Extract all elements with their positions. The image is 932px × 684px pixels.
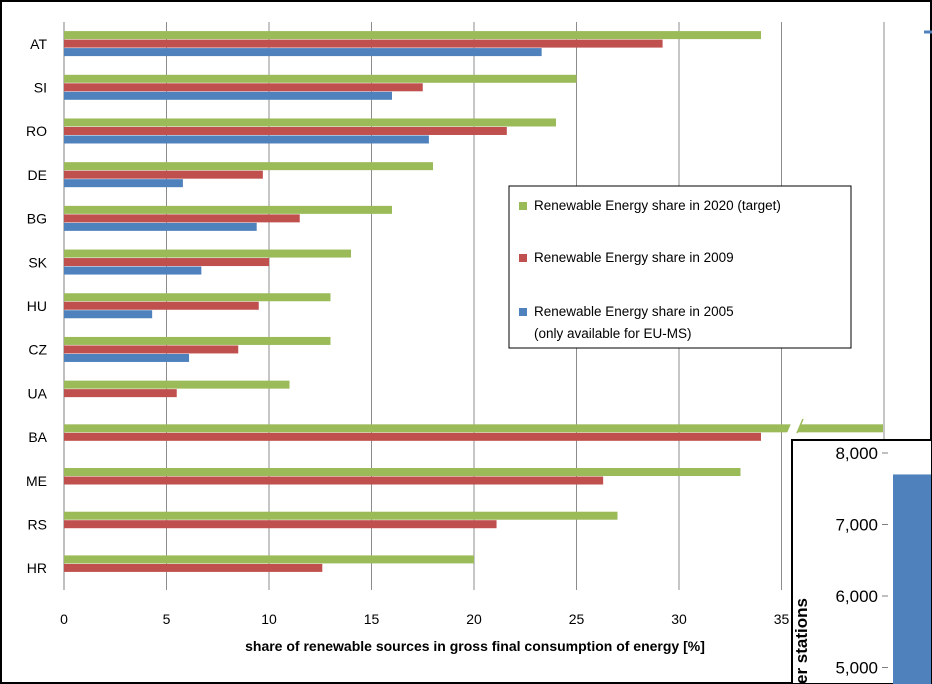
- bar-UA-0: [64, 380, 290, 389]
- category-label: CZ: [28, 342, 47, 358]
- bar-DE-2: [64, 179, 183, 188]
- category-label: HR: [27, 560, 47, 576]
- bar-SK-0: [64, 249, 351, 258]
- inset-chart: 8,000 7,000 6,000 5,000 er stations: [791, 439, 932, 684]
- inset-y-tick-labels: 8,000 7,000 6,000 5,000: [835, 444, 888, 678]
- legend-label: Renewable Energy share in 2009: [534, 250, 734, 265]
- bar-ME-0: [64, 468, 741, 477]
- x-tick-label: 0: [60, 611, 68, 627]
- bar-HU-1: [64, 301, 259, 310]
- bars: [64, 31, 883, 572]
- bar-BA-0: [64, 424, 883, 433]
- category-label: RS: [28, 516, 47, 532]
- bar-HU-0: [64, 293, 331, 302]
- bar-DE-0: [64, 162, 433, 171]
- bar-AT-1: [64, 39, 663, 48]
- x-tick-label: 10: [261, 611, 277, 627]
- category-labels: AT SI RO DE BG SK HU CZ UA BA ME RS HR: [26, 36, 48, 576]
- bar-RO-0: [64, 118, 556, 127]
- category-label: SK: [28, 254, 47, 270]
- x-tick-label: 35: [774, 611, 790, 627]
- category-label: RO: [26, 123, 47, 139]
- legend-swatch: [519, 308, 527, 316]
- legend-swatch: [519, 254, 527, 262]
- bar-CZ-0: [64, 336, 331, 345]
- bar-SI-1: [64, 83, 423, 92]
- inset-y-tick-label: 7,000: [835, 516, 878, 535]
- bar-RS-1: [64, 520, 497, 529]
- inset-bar: [893, 474, 931, 684]
- x-tick-label: 25: [569, 611, 585, 627]
- bar-RO-1: [64, 126, 507, 135]
- inset-y-tick-label: 8,000: [835, 444, 878, 463]
- renewable-share-chart: AT SI RO DE BG SK HU CZ UA BA ME RS HR 0 5 10 15 20 25 30 3…: [26, 22, 885, 654]
- bar-CZ-1: [64, 345, 239, 354]
- legend-label: Renewable Energy share in 2005: [534, 304, 734, 319]
- legend-label-line2: (only available for EU-MS): [534, 326, 692, 341]
- legend-box: [508, 185, 852, 349]
- bar-BG-2: [64, 222, 257, 231]
- bar-DE-1: [64, 170, 263, 179]
- category-label: AT: [30, 36, 47, 52]
- bar-RO-2: [64, 135, 429, 144]
- bar-ME-1: [64, 476, 604, 485]
- bar-BA-1: [64, 432, 761, 441]
- category-label: DE: [28, 167, 47, 183]
- bar-SI-0: [64, 74, 577, 83]
- bar-SK-2: [64, 266, 202, 275]
- x-tick-label: 30: [671, 611, 687, 627]
- category-label: HU: [27, 298, 47, 314]
- axis-break-marker: [787, 418, 804, 434]
- category-label: BA: [28, 429, 47, 445]
- inset-y-tick-label: 6,000: [835, 587, 878, 606]
- bar-UA-1: [64, 389, 177, 398]
- legend: Renewable Energy share in 2020 (target) R…: [508, 185, 852, 349]
- x-tick-label: 20: [466, 611, 482, 627]
- bar-BG-1: [64, 214, 300, 223]
- category-label: BG: [27, 211, 47, 227]
- bar-HR-0: [64, 555, 474, 564]
- bar-BG-0: [64, 205, 392, 214]
- legend-label: Renewable Energy share in 2020 (target): [534, 198, 781, 213]
- x-tick-labels: 0 5 10 15 20 25 30 35: [60, 611, 789, 627]
- legend-swatch: [519, 202, 527, 210]
- x-tick-label: 15: [364, 611, 380, 627]
- bar-SI-2: [64, 91, 392, 100]
- category-label: ME: [26, 473, 47, 489]
- inset-y-axis-label: er stations: [792, 598, 811, 684]
- bar-CZ-2: [64, 353, 190, 362]
- inset-y-tick-label: 5,000: [835, 659, 878, 678]
- x-axis-label: share of renewable sources in gross fina…: [245, 638, 705, 654]
- bar-AT-0: [64, 31, 761, 40]
- bar-HU-2: [64, 310, 153, 319]
- category-label: UA: [28, 385, 48, 401]
- bar-AT-2: [64, 48, 542, 57]
- category-label: SI: [34, 80, 47, 96]
- bar-SK-1: [64, 258, 269, 267]
- x-tick-label: 5: [163, 611, 171, 627]
- bar-RS-0: [64, 511, 618, 520]
- bar-HR-1: [64, 563, 323, 572]
